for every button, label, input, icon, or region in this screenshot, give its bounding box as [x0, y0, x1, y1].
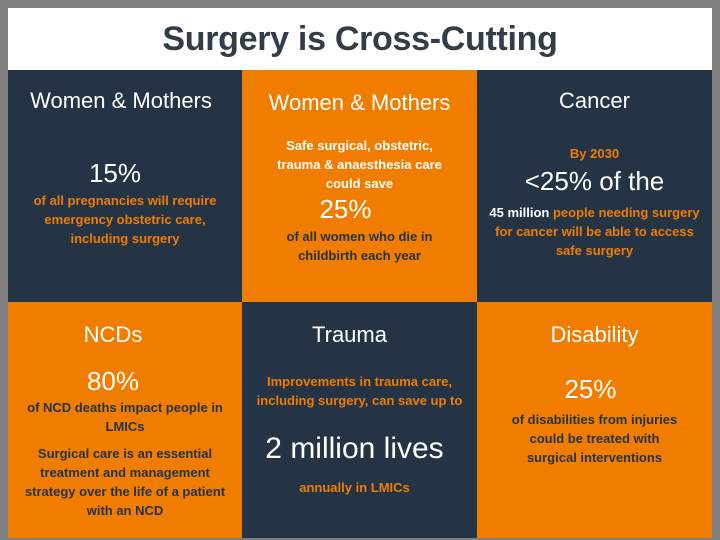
cell-highlight: 45 million — [489, 205, 550, 220]
cell-trauma: Trauma Improvements in trauma care, incl… — [242, 302, 477, 538]
cell-description-secondary: Surgical care is an essential treatment … — [24, 446, 226, 518]
cell-women-mothers-pregnancy: Women & Mothers 15% of all pregnancies w… — [8, 70, 242, 302]
info-grid: Women & Mothers 15% of all pregnancies w… — [8, 70, 712, 538]
cell-cancer: Cancer By 2030 <25% of the 45 million pe… — [477, 70, 712, 302]
cell-description: of all pregnancies will require emergenc… — [33, 193, 217, 246]
cell-stat: 25% — [319, 194, 372, 224]
cell-description-text: people needing surgery for cancer will b… — [495, 205, 700, 258]
slide-frame: Surgery is Cross-Cutting Women & Mothers… — [8, 8, 712, 538]
cell-heading: Women & Mothers — [30, 88, 212, 113]
cell-description: annually in LMICs — [299, 480, 410, 495]
cell-description: of NCD deaths impact people in LMICs — [27, 400, 223, 434]
cell-description: 45 million people needing surgery for ca… — [485, 203, 704, 260]
cell-stat: 25% — [564, 374, 617, 404]
slide-title: Surgery is Cross-Cutting — [162, 19, 558, 58]
cell-stat: 80% — [86, 366, 140, 396]
cell-intro: Improvements in trauma care, including s… — [256, 374, 463, 408]
cell-heading: Trauma — [312, 322, 387, 347]
cell-women-mothers-childbirth: Women & Mothers Safe surgical, obstetric… — [242, 70, 477, 302]
cell-intro: Safe surgical, obstetric, trauma & anaes… — [277, 138, 442, 191]
cell-description: of all women who die in childbirth each … — [286, 229, 433, 263]
cell-stat: 2 million lives — [265, 432, 444, 465]
cell-description: of disabilities from injuries could be t… — [511, 412, 678, 465]
cell-intro: By 2030 — [569, 146, 620, 161]
cell-stat: <25% of the — [524, 166, 665, 196]
cell-heading: NCDs — [83, 322, 143, 347]
cell-heading: Women & Mothers — [268, 90, 451, 115]
cell-heading: Cancer — [559, 88, 630, 113]
cell-disability: Disability 25% of disabilities from inju… — [477, 302, 712, 538]
cell-stat: 15% — [88, 158, 142, 188]
cell-heading: Disability — [550, 322, 639, 347]
cell-ncds: NCDs 80% of NCD deaths impact people in … — [8, 302, 242, 538]
